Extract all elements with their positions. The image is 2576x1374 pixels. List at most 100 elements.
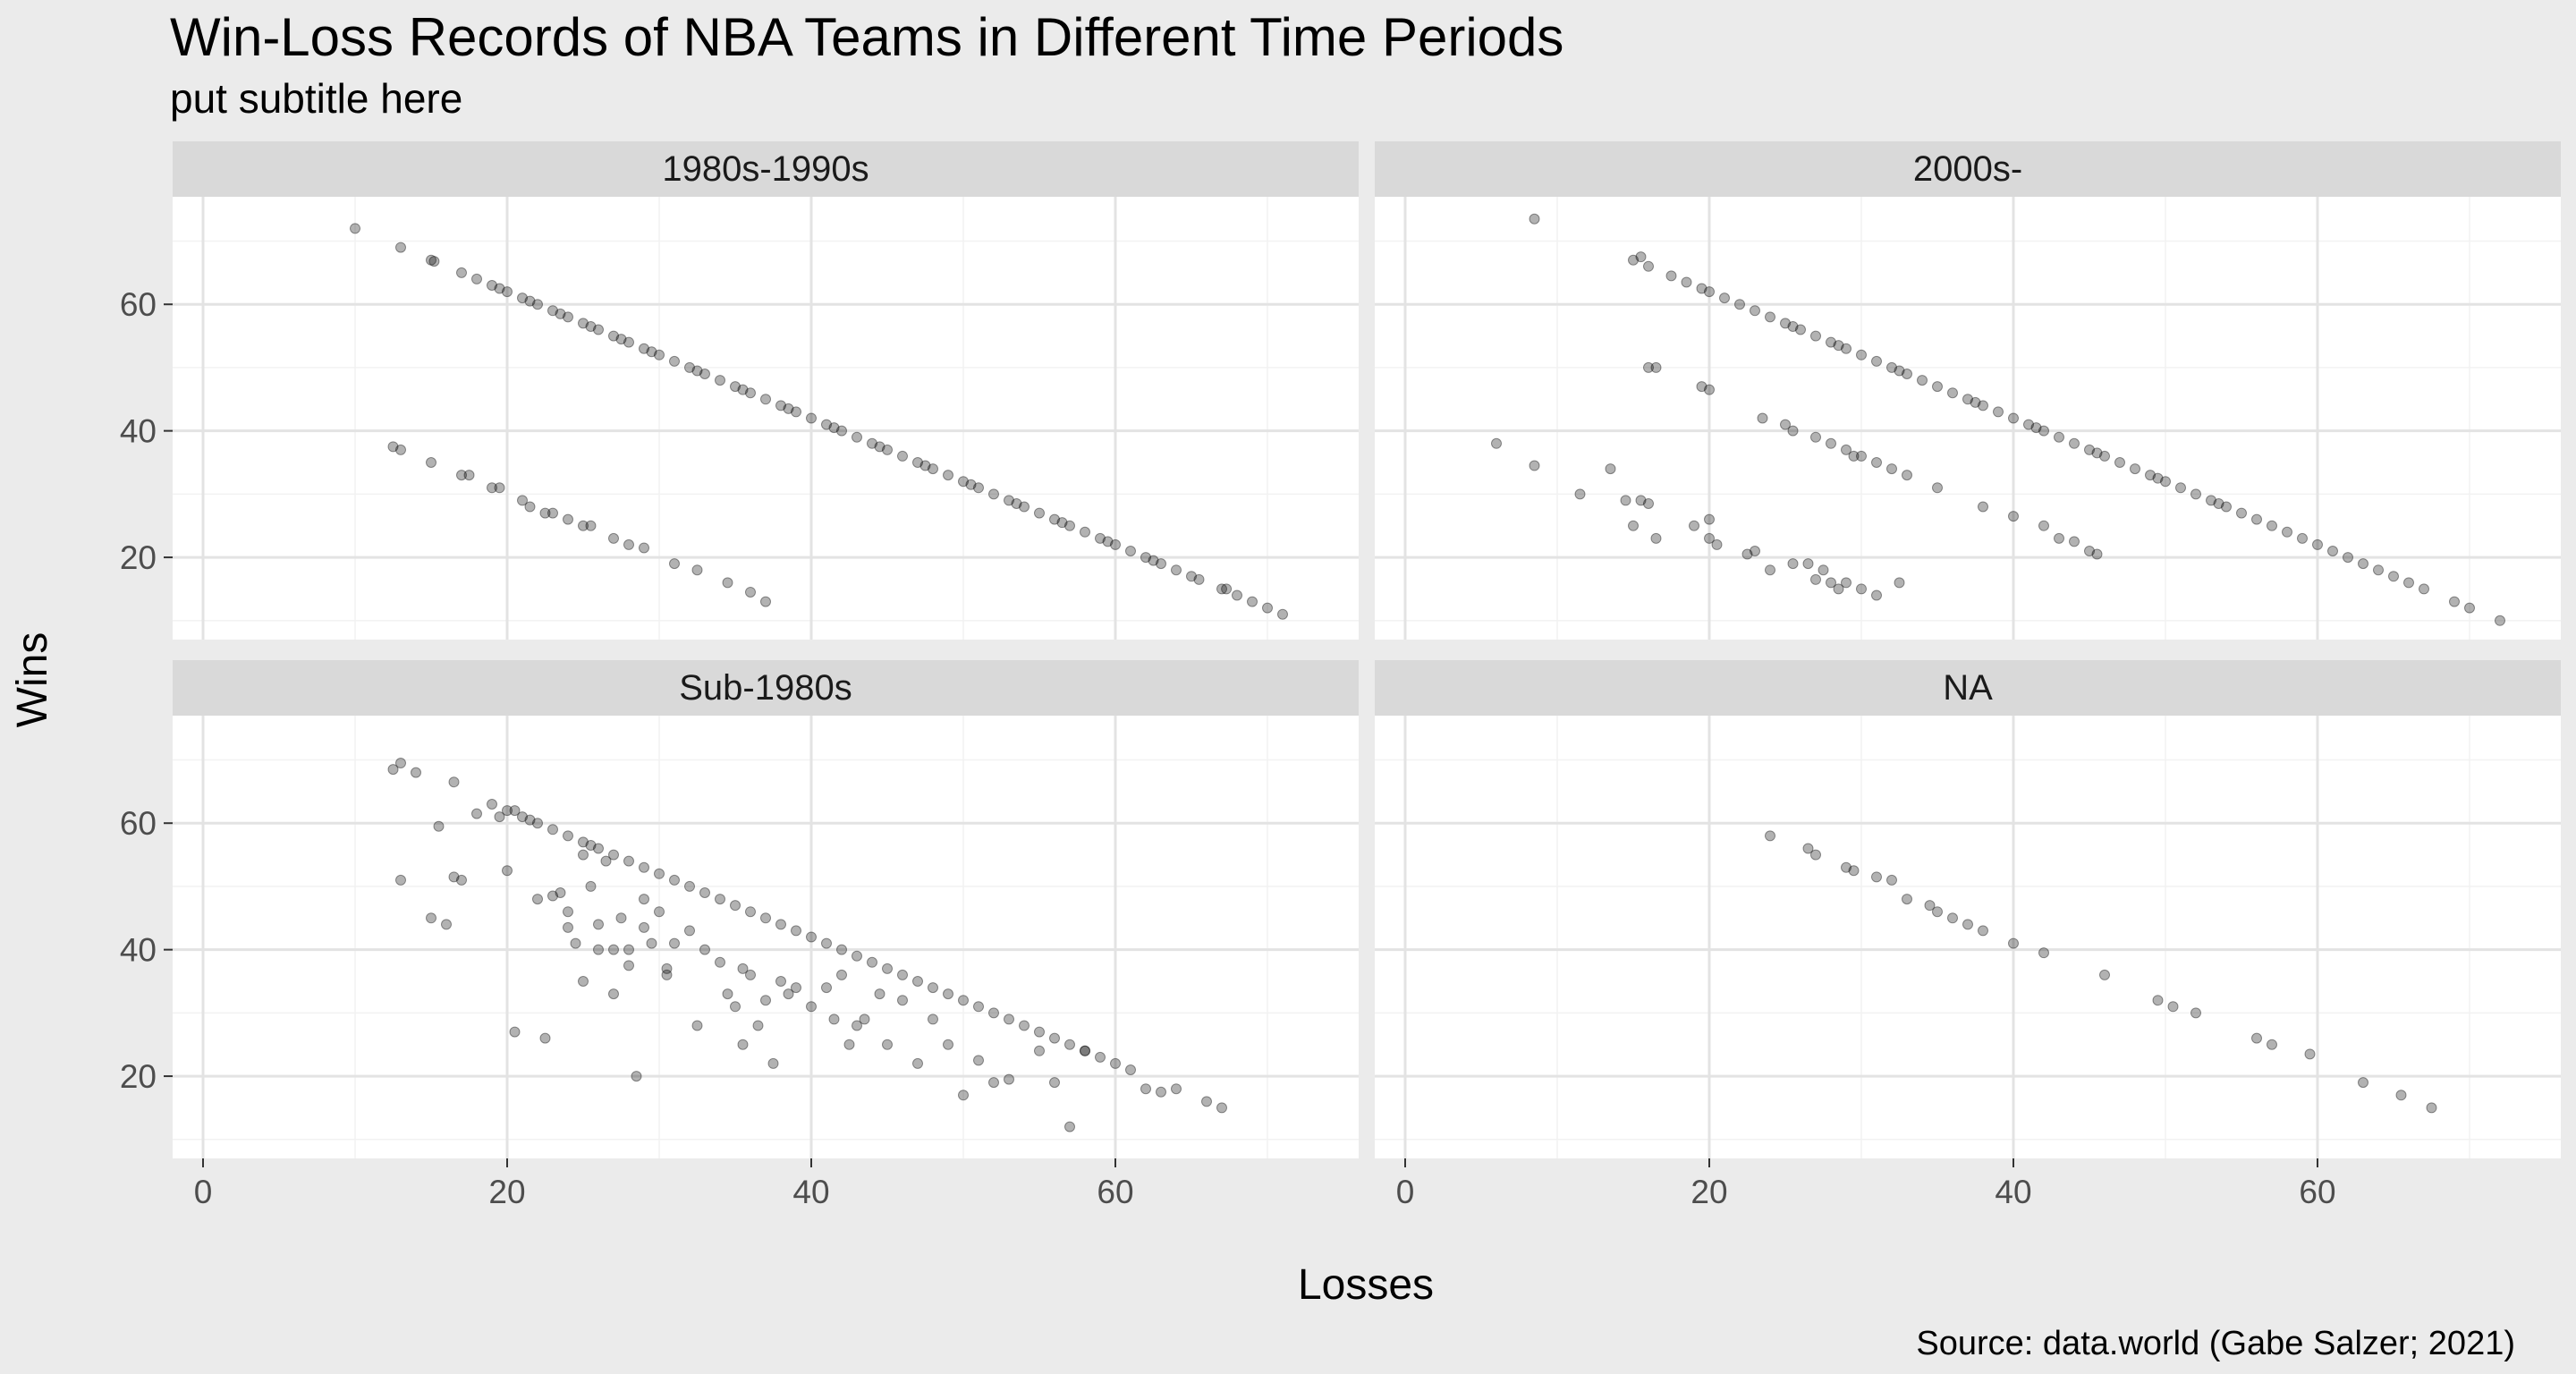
data-point [471, 273, 482, 284]
data-point [1011, 497, 1022, 509]
data-point [2038, 520, 2049, 531]
data-point [1034, 507, 1045, 519]
data-point [2152, 472, 2164, 484]
data-point [1833, 583, 1844, 595]
data-point [1856, 450, 1867, 462]
data-point [570, 937, 581, 949]
data-point [2190, 1007, 2201, 1019]
data-point [691, 564, 703, 576]
data-point [623, 960, 634, 971]
data-point [1833, 340, 1844, 352]
data-point [2054, 532, 2064, 544]
facet-strip-label: 1980s-1990s [662, 149, 869, 189]
data-point [1171, 564, 1182, 576]
data-point [1750, 305, 1760, 317]
data-point [1848, 450, 1860, 462]
facet-grid: 1980s-1990s 20 40 60 2000s- Sub-1980s 20 40 60 0 2… [120, 141, 2561, 1210]
data-point [1886, 463, 1897, 475]
data-point [547, 507, 558, 519]
data-point [661, 963, 673, 974]
facet-strip-label: NA [1943, 668, 1993, 708]
data-point [897, 450, 908, 462]
data-point [608, 944, 619, 955]
data-point [623, 539, 634, 550]
data-point [1856, 349, 1867, 360]
data-point [699, 887, 710, 898]
data-point [2358, 558, 2368, 570]
data-point [600, 855, 612, 867]
data-point [760, 596, 771, 607]
data-point [958, 476, 969, 488]
data-point [608, 988, 619, 1000]
data-point [387, 764, 399, 776]
data-point [1841, 577, 1852, 589]
data-point [1080, 526, 1090, 538]
data-point [882, 963, 893, 974]
data-point [2152, 995, 2164, 1006]
data-point [2190, 488, 2201, 500]
data-point [502, 805, 513, 817]
data-point [1810, 849, 1821, 861]
data-point [532, 894, 543, 905]
facet-strip [173, 141, 1359, 197]
data-point [539, 507, 551, 519]
data-point [456, 470, 467, 481]
data-point [1232, 589, 1242, 601]
data-point [1802, 843, 1814, 854]
y-tick-label: 20 [120, 539, 157, 576]
data-point [988, 488, 999, 500]
data-point [1004, 1014, 1014, 1025]
data-point [1620, 495, 1631, 506]
data-point [836, 425, 847, 437]
data-point [1064, 1039, 1075, 1050]
data-point [639, 542, 649, 554]
data-point [2343, 552, 2353, 564]
data-point [1704, 384, 1715, 395]
data-point [2030, 422, 2042, 434]
data-point [1871, 589, 1882, 601]
data-point [943, 1039, 953, 1050]
data-point [2236, 507, 2247, 519]
data-point [1019, 1020, 1030, 1031]
data-point [1605, 463, 1616, 475]
data-point [699, 944, 710, 955]
data-point [578, 836, 589, 848]
data-point [1140, 1083, 1151, 1095]
data-point [547, 890, 558, 902]
data-point [843, 1039, 855, 1050]
data-point [661, 969, 673, 980]
data-point [783, 988, 794, 1000]
data-point [1780, 419, 1791, 430]
data-point [517, 495, 528, 506]
data-point [1034, 1045, 1045, 1056]
data-point [578, 849, 589, 861]
data-point [912, 976, 923, 987]
data-point [1110, 1057, 1121, 1069]
data-point [912, 1057, 923, 1069]
data-point [2099, 969, 2110, 980]
data-point [730, 381, 741, 393]
data-point [646, 937, 657, 949]
data-point [1978, 501, 1988, 513]
data-point [2008, 937, 2019, 949]
data-point [1125, 1064, 1136, 1075]
data-point [1932, 482, 1943, 494]
data-point [585, 320, 597, 332]
data-point [745, 969, 756, 980]
data-point [1635, 495, 1647, 506]
data-point [1962, 919, 1973, 930]
data-point [669, 558, 680, 570]
data-point [2206, 495, 2216, 506]
data-point [1826, 437, 1836, 449]
data-point [867, 437, 877, 449]
data-point [1765, 564, 1775, 576]
data-point [1902, 470, 1912, 481]
data-point [639, 894, 649, 905]
data-point [973, 482, 984, 494]
data-point [494, 482, 505, 494]
data-point [2373, 564, 2384, 576]
data-point [669, 874, 680, 886]
data-point [524, 295, 536, 307]
data-point [828, 422, 840, 434]
data-point [2099, 450, 2110, 462]
